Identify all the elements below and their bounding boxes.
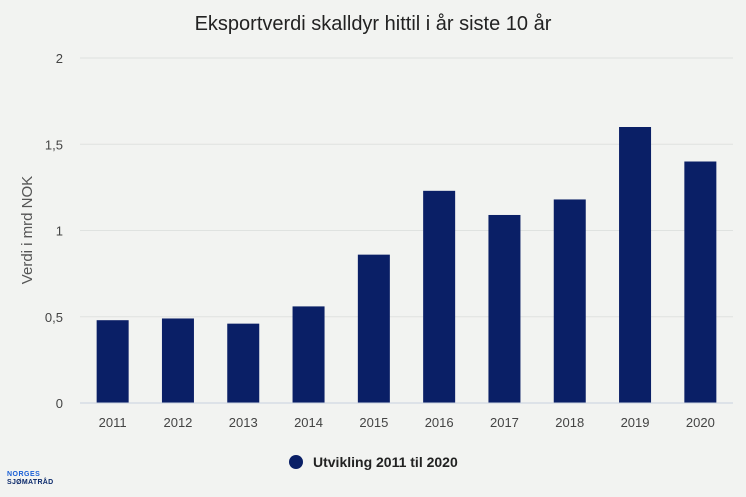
- bar-2017: [488, 214, 521, 403]
- y-tick-label: 1: [56, 224, 63, 239]
- y-tick-label: 1,5: [45, 137, 63, 152]
- y-tick-label: 2: [56, 51, 63, 66]
- x-tick-label: 2012: [163, 415, 192, 430]
- x-tick-label: 2013: [229, 415, 258, 430]
- bar-2020: [684, 161, 717, 403]
- y-axis-label: Verdi i mrd NOK: [19, 176, 36, 284]
- x-tick-label: 2019: [621, 415, 650, 430]
- x-tick-label: 2020: [686, 415, 715, 430]
- bar-2014: [292, 306, 325, 403]
- legend: Utvikling 2011 til 2020: [289, 454, 458, 470]
- x-tick-labels: 2011 2012 2013 2014 2015 2016 2017 2018 2019 2020: [99, 415, 715, 430]
- bar-2018: [553, 199, 586, 403]
- chart-title: Eksportverdi skalldyr hittil i år siste …: [195, 13, 552, 35]
- logo-line-1: NORGES: [7, 471, 41, 478]
- x-tick-label: 2014: [294, 415, 323, 430]
- y-tick-label: 0,5: [45, 310, 63, 325]
- norges-sjomatrad-logo: NORGES SJØMATRÅD: [7, 471, 54, 487]
- x-tick-label: 2017: [490, 415, 519, 430]
- bar-2016: [423, 190, 456, 403]
- y-tick-label: 0: [56, 396, 63, 411]
- x-tick-label: 2016: [425, 415, 454, 430]
- bar-2019: [619, 127, 652, 403]
- x-tick-label: 2015: [359, 415, 388, 430]
- y-tick-labels: 0 0,5 1 1,5 2: [45, 51, 63, 411]
- x-tick-label: 2018: [555, 415, 584, 430]
- bar-2013: [227, 323, 260, 403]
- bar-2012: [161, 318, 194, 403]
- logo-line-2: SJØMATRÅD: [7, 479, 54, 486]
- legend-swatch: [289, 455, 303, 469]
- legend-label: Utvikling 2011 til 2020: [313, 454, 458, 470]
- bar-2015: [357, 254, 390, 403]
- bars: [96, 127, 717, 403]
- x-tick-label: 2011: [99, 415, 127, 430]
- bar-2011: [96, 320, 129, 403]
